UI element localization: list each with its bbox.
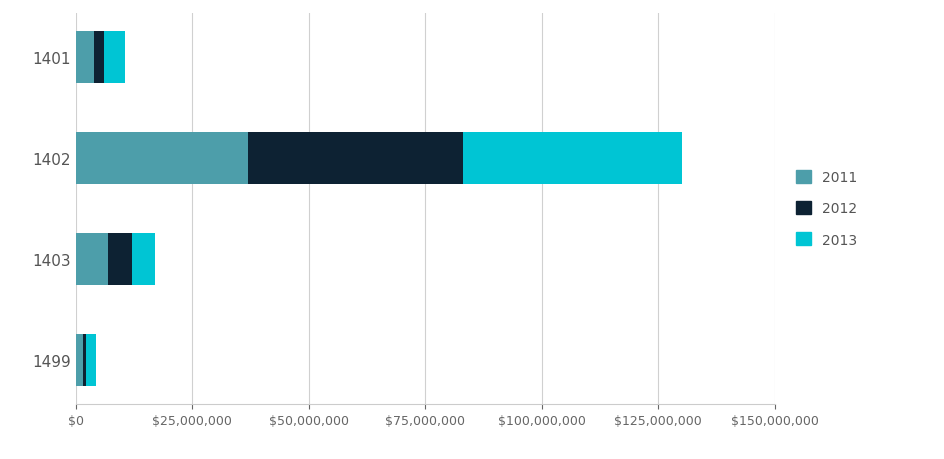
Bar bbox=[76, 132, 248, 185]
Bar bbox=[462, 132, 681, 185]
Bar bbox=[76, 334, 82, 386]
Bar bbox=[131, 233, 155, 285]
Bar bbox=[104, 32, 125, 84]
Bar bbox=[86, 334, 95, 386]
Legend: 2011, 2012, 2013: 2011, 2012, 2013 bbox=[795, 171, 856, 247]
Bar bbox=[82, 334, 86, 386]
Bar bbox=[94, 32, 104, 84]
Bar bbox=[109, 233, 131, 285]
Bar bbox=[248, 132, 462, 185]
Bar bbox=[76, 233, 109, 285]
Bar bbox=[76, 32, 94, 84]
